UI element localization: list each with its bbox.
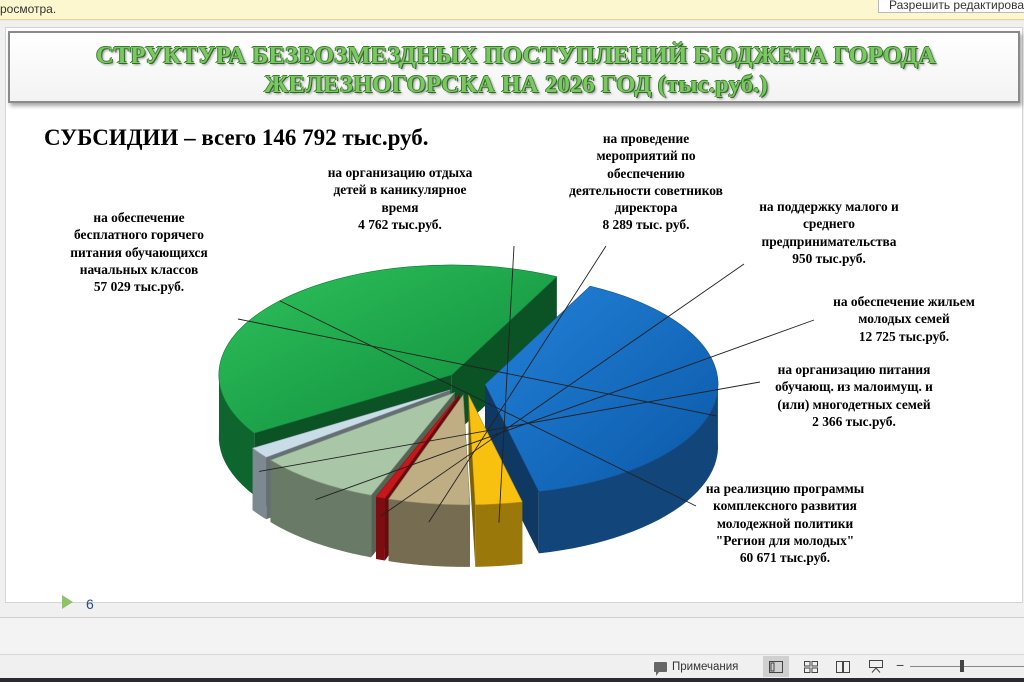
slide-sorter-icon [804,660,818,673]
zoom-slider-thumb[interactable] [960,660,964,672]
slide-title-line-1: СТРУКТУРА БЕЗВОЗМЕЗДНЫХ ПОСТУПЛЕНИЙ БЮДЖ… [95,42,937,69]
play-animation-icon[interactable] [62,595,73,609]
notes-button[interactable]: Примечания [654,658,738,676]
slide-sorter-button[interactable] [798,656,824,677]
label-green-slice: на реализцию программы комплексного разв… [705,481,865,566]
pie-slice-lightblue-rim [252,448,267,520]
pie-slice-sage [269,391,456,496]
pie-slice-green-edge [451,276,557,437]
notes-label: Примечания [672,661,739,673]
pie-slice-yellow-edge [468,394,476,567]
slide-editor-area: СТРУКТУРА БЕЗВОЗМЕЗДНЫХ ПОСТУПЛЕНИЙ БЮДЖ… [0,21,1024,617]
pie-slice-sage-rim [270,460,372,558]
label-lightblue-slice: на организацию питания обучающ. из малои… [775,362,933,429]
label-yellow-slice: на организацию отдыха детей в каникулярн… [327,165,473,232]
leader-line-sage [315,319,815,500]
slide: СТРУКТУРА БЕЗВОЗМЕЗДНЫХ ПОСТУПЛЕНИЙ БЮДЖ… [5,27,1023,612]
pie-slice-blue [484,285,719,492]
slide-number: 6 [86,596,94,612]
leader-line-yellow [498,245,515,523]
status-bar: Примечания − [0,654,1024,678]
leader-line-tan [428,245,607,523]
normal-view-icon [769,660,783,673]
zoom-slider[interactable] [910,666,1024,667]
pie-slice-yellow [468,394,523,506]
normal-view-button[interactable] [763,656,789,677]
protected-view-message: росмотра. [0,2,57,16]
leader-line-green [279,300,697,507]
slide-title-box: СТРУКТУРА БЕЗВОЗМЕЗДНЫХ ПОСТУПЛЕНИЙ БЮДЖ… [8,31,1020,103]
leader-line-blue [237,318,717,417]
zoom-out-button[interactable]: − [896,657,905,673]
pie-slice-blue-edge [485,384,539,554]
pie-slice-blue-rim [538,380,719,554]
leader-line-lightblue [259,381,761,472]
comment-icon [654,662,667,676]
leader-line-red [380,263,745,517]
chart-title: СУБСИДИИ – всего 146 792 тыс.руб. [44,125,429,150]
pie-chart [218,245,815,567]
pie-slice-red-rim [376,496,385,561]
pie-slice-red [375,394,460,499]
label-tan-slice: на проведение мероприятий по обеспечению… [569,131,723,233]
pie-slice-tan-rim [388,499,470,567]
protected-view-bar: росмотра. Разрешить редактирование [0,0,1024,20]
taskbar [0,678,1024,682]
label-blue-slice: на обеспечение бесплатного горячего пита… [70,210,208,295]
pie-slice-green-rim [218,370,255,496]
pie-slice-tan [388,394,471,506]
enable-editing-button[interactable]: Разрешить редактирование [878,0,1024,13]
label-sage-slice: на обеспечение жильем молодых семей 12 7… [833,294,975,344]
label-red-slice: на поддержку малого и среднего предприни… [759,199,899,266]
pie-slice-lightblue [252,389,451,458]
reading-view-icon [836,660,850,673]
slide-title-line-2: ЖЕЛЕЗНОГОРСКА НА 2026 ГОД (тыс.руб.) [264,71,768,98]
slide-show-icon [869,660,883,673]
slide-show-button[interactable] [863,656,889,677]
pie-slice-yellow-rim [475,501,523,567]
reading-view-button[interactable] [830,656,856,677]
notes-pane[interactable] [0,617,1024,654]
